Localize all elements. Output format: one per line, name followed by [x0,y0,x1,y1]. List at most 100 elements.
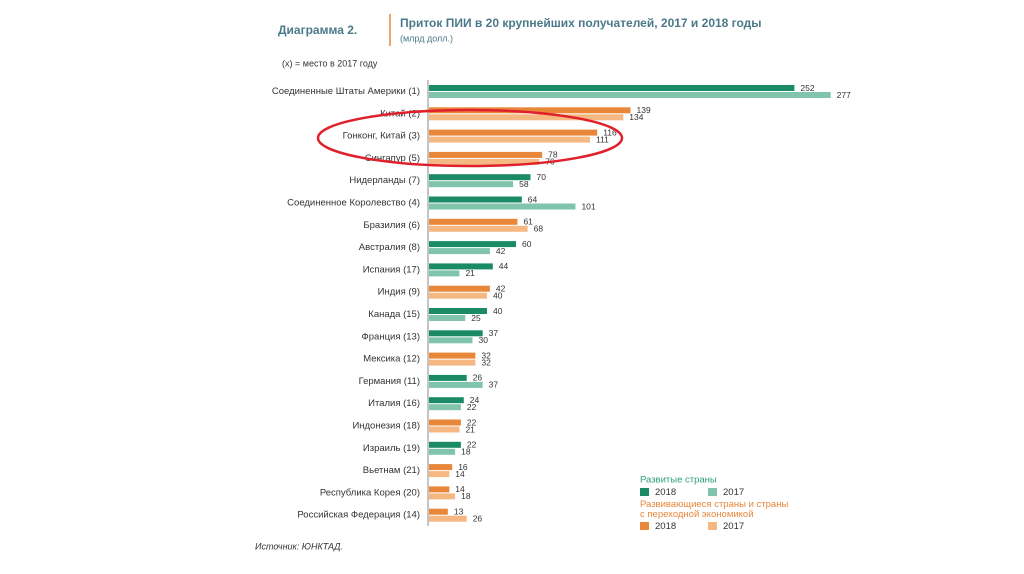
value-label: 68 [534,224,544,234]
bar [429,330,483,337]
category-label: Италия (16) [368,398,420,409]
bar [429,337,473,344]
value-label: 134 [629,112,643,122]
value-label: 252 [800,83,814,93]
bar [429,174,531,181]
value-label: 26 [473,513,483,523]
value-label: 42 [496,246,506,256]
bar [429,107,631,114]
value-label: 78 [548,150,558,160]
category-label: Германия (11) [359,376,420,387]
legend-label: 2017 [723,487,744,498]
value-label: 44 [499,261,509,271]
value-label: 277 [837,90,851,100]
bar [429,292,487,299]
bar [429,359,476,366]
category-label: Франция (13) [362,331,420,342]
value-label: 32 [481,357,491,367]
bar [429,381,483,388]
value-label: 61 [523,217,533,227]
category-label: Австралия (8) [359,242,420,253]
bar [429,114,624,121]
value-label: 21 [465,268,475,278]
value-label: 70 [537,172,547,182]
bar [429,441,461,448]
legend-label: 2017 [723,521,744,532]
bar [429,486,450,493]
bar [429,248,490,255]
bar [429,515,467,522]
bar [429,181,514,188]
bar [429,308,487,314]
value-label: 14 [455,469,465,479]
bar [429,464,453,471]
value-label: 139 [637,105,651,115]
legend-swatch [708,488,717,496]
value-label: 24 [470,395,480,405]
value-label: 26 [473,373,483,383]
value-label: 25 [471,313,481,323]
bar [429,158,540,165]
value-label: 111 [596,134,609,144]
category-label: Испания (17) [363,264,420,275]
value-label: 40 [493,306,503,316]
value-label: 18 [461,447,471,457]
bar [429,419,461,426]
bar [429,448,456,455]
value-label: 64 [528,194,538,204]
bar [429,397,464,404]
value-label: 37 [489,380,499,390]
chart-note: (x) = место в 2017 году [282,58,378,68]
value-label: 40 [493,290,503,300]
value-label: 116 [603,127,617,137]
bar [429,196,522,203]
value-label: 16 [458,462,468,472]
bar [429,203,576,210]
category-label: Сингапур (5) [365,153,420,164]
bar [429,374,467,381]
figure-label: Диаграмма 2. [278,23,357,37]
category-label: Гонконг, Китай (3) [343,131,420,142]
legend-swatch [708,522,717,530]
legend-group-title: Развитые страны [640,475,717,486]
value-label: 22 [467,402,477,412]
value-label: 22 [467,417,477,427]
bar [429,92,831,98]
legend-label: 2018 [655,521,676,532]
value-label: 13 [454,506,464,516]
bar [429,136,590,143]
bar [429,151,543,158]
chart-title: Приток ПИИ в 20 крупнейших получателей, … [400,16,762,30]
bar [429,352,476,359]
category-label: Нидерланды (7) [349,175,420,186]
chart-subtitle: (млрд долл.) [400,33,453,43]
bar [429,404,461,411]
bar [429,129,598,136]
value-label: 18 [461,491,471,501]
legend-label: 2018 [655,487,676,498]
value-label: 58 [519,179,529,189]
value-label: 14 [455,484,465,494]
bar [429,508,448,515]
category-label: Бразилия (6) [363,220,420,231]
value-label: 30 [479,335,489,345]
bar [429,241,516,248]
category-label: Индия (9) [378,287,420,298]
plot-area: Соединенные Штаты Америки (1)Китай (2)Го… [272,83,851,524]
legend-group-title: Развивающиеся страны и страны с переходно… [640,499,788,520]
category-label: Израиль (19) [363,443,420,454]
value-label: 21 [465,424,475,434]
value-label: 42 [496,283,506,293]
category-label: Канада (15) [368,309,420,320]
bar [429,85,795,91]
chart-source: Источник: ЮНКТАД. [255,541,343,551]
category-label: Российская Федерация (14) [297,510,420,521]
value-label: 37 [489,328,499,338]
value-label: 22 [467,440,477,450]
category-label: Соединенные Штаты Америки (1) [272,86,420,97]
bar [429,225,528,232]
category-label: Соединенное Королевство (4) [287,198,420,209]
